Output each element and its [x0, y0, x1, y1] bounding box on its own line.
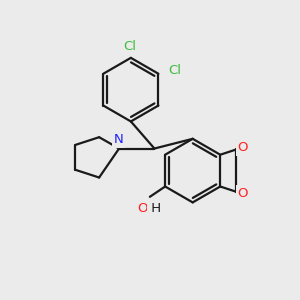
- Text: O: O: [238, 187, 248, 200]
- Text: O: O: [137, 202, 148, 214]
- Text: Cl: Cl: [123, 40, 136, 53]
- Text: Cl: Cl: [168, 64, 181, 77]
- Text: O: O: [238, 141, 248, 154]
- Text: OH: OH: [137, 202, 158, 214]
- Text: N: N: [114, 133, 123, 146]
- Text: H: H: [148, 202, 162, 214]
